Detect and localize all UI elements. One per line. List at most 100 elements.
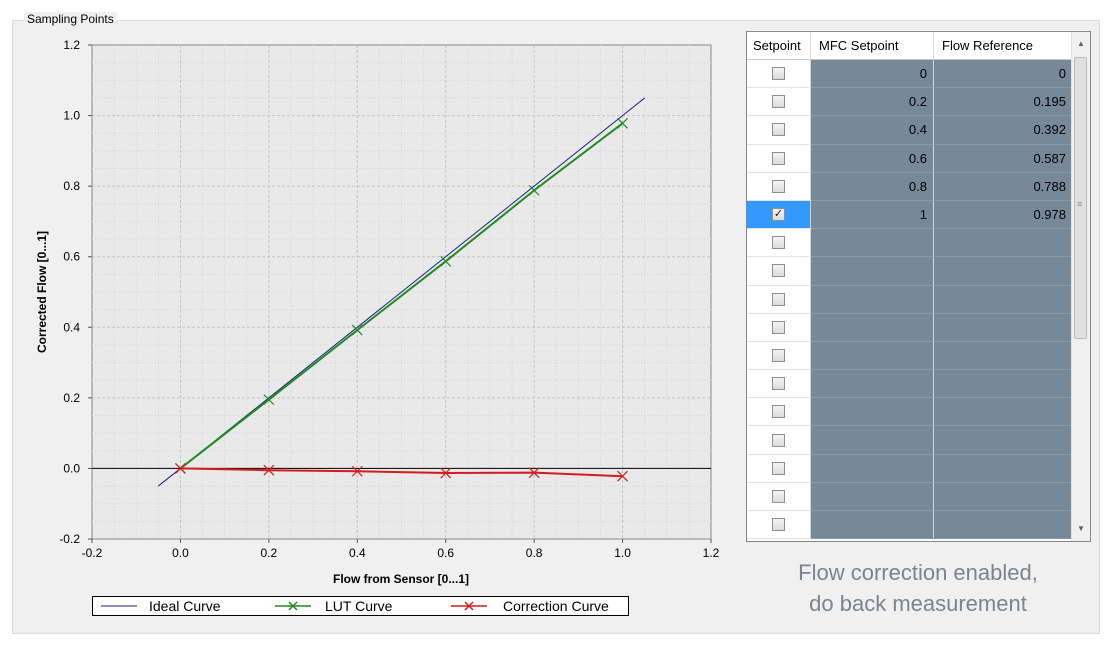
setpoint-cell[interactable] xyxy=(747,426,811,455)
mfc-setpoint-cell[interactable] xyxy=(811,341,934,371)
setpoint-cell[interactable] xyxy=(747,398,811,427)
flow-reference-cell[interactable] xyxy=(934,370,1072,399)
flow-reference-cell[interactable] xyxy=(934,454,1072,483)
checkbox-icon[interactable]: ✓ xyxy=(772,208,785,222)
checkbox-icon[interactable] xyxy=(772,377,785,391)
flow-reference-cell[interactable]: 0.195 xyxy=(934,88,1072,117)
table-row[interactable] xyxy=(747,482,1072,511)
table-row[interactable] xyxy=(747,313,1072,342)
mfc-setpoint-cell[interactable]: 0 xyxy=(811,60,934,89)
table-row[interactable]: 0.6 0.587 xyxy=(747,144,1072,173)
checkbox-icon[interactable] xyxy=(772,461,785,475)
setpoint-cell[interactable] xyxy=(747,88,811,117)
checkbox-icon[interactable] xyxy=(772,489,785,503)
vertical-scrollbar[interactable]: ▲ ≡ ▼ xyxy=(1071,32,1090,541)
checkbox-icon[interactable] xyxy=(772,236,785,250)
table-row[interactable] xyxy=(747,426,1072,455)
table-row[interactable] xyxy=(747,341,1072,371)
table-row[interactable] xyxy=(747,370,1072,399)
scroll-up-icon[interactable]: ▲ xyxy=(1077,39,1085,48)
status-line-1: Flow correction enabled, xyxy=(798,560,1038,585)
checkbox-icon[interactable] xyxy=(772,320,785,334)
setpoint-cell[interactable] xyxy=(747,341,811,371)
checkbox-icon[interactable] xyxy=(772,292,785,306)
checkbox-icon[interactable] xyxy=(772,151,785,165)
flow-reference-cell[interactable] xyxy=(934,313,1072,342)
checkbox-icon[interactable] xyxy=(772,405,785,419)
mfc-setpoint-cell[interactable] xyxy=(811,426,934,455)
flow-reference-cell[interactable] xyxy=(934,285,1072,314)
column-header-flow-reference[interactable]: Flow Reference xyxy=(934,32,1072,59)
setpoint-cell[interactable]: ✓ xyxy=(747,200,811,230)
flow-reference-cell[interactable]: 0.788 xyxy=(934,172,1072,201)
checkbox-icon[interactable] xyxy=(772,179,785,193)
setpoint-cell[interactable] xyxy=(747,60,811,89)
setpoint-cell[interactable] xyxy=(747,116,811,145)
flow-reference-cell[interactable]: 0.392 xyxy=(934,116,1072,145)
data-point xyxy=(617,117,628,129)
data-point xyxy=(175,463,186,474)
setpoint-cell[interactable] xyxy=(747,285,811,314)
scrollbar-thumb[interactable]: ≡ xyxy=(1074,57,1087,339)
checkbox-icon[interactable] xyxy=(772,348,785,362)
table-row[interactable]: 0.8 0.788 xyxy=(747,172,1072,201)
mfc-setpoint-cell[interactable]: 0.6 xyxy=(811,144,934,173)
mfc-setpoint-cell[interactable] xyxy=(811,398,934,427)
mfc-setpoint-cell[interactable] xyxy=(811,313,934,342)
flow-reference-cell[interactable] xyxy=(934,482,1072,511)
setpoint-cell[interactable] xyxy=(747,454,811,483)
flow-reference-cell[interactable] xyxy=(934,229,1072,258)
setpoint-cell[interactable] xyxy=(747,229,811,258)
setpoint-cell[interactable] xyxy=(747,144,811,173)
flow-reference-cell[interactable] xyxy=(934,426,1072,455)
column-header-setpoint[interactable]: Setpoint xyxy=(747,32,811,59)
mfc-setpoint-cell[interactable] xyxy=(811,285,934,314)
mfc-setpoint-cell[interactable] xyxy=(811,257,934,286)
table-row[interactable] xyxy=(747,398,1072,427)
setpoint-cell[interactable] xyxy=(747,172,811,201)
scroll-down-icon[interactable]: ▼ xyxy=(1077,524,1085,533)
setpoint-cell[interactable] xyxy=(747,370,811,399)
mfc-setpoint-cell[interactable] xyxy=(811,229,934,258)
checkbox-icon[interactable] xyxy=(772,518,785,532)
table-row[interactable]: ✓ 1 0.978 xyxy=(747,200,1072,230)
setpoint-cell[interactable] xyxy=(747,257,811,286)
mfc-setpoint-cell[interactable]: 0.8 xyxy=(811,172,934,201)
table-row[interactable]: 0.2 0.195 xyxy=(747,88,1072,117)
y-tick-label: -0.2 xyxy=(59,532,80,546)
checkbox-icon[interactable] xyxy=(772,264,785,278)
column-header-mfc-setpoint[interactable]: MFC Setpoint xyxy=(811,32,934,59)
flow-reference-cell[interactable]: 0.587 xyxy=(934,144,1072,173)
table-row[interactable] xyxy=(747,511,1072,540)
setpoint-cell[interactable] xyxy=(747,313,811,342)
mfc-setpoint-cell[interactable]: 0.2 xyxy=(811,88,934,117)
checkbox-icon[interactable] xyxy=(772,433,785,447)
checkbox-icon[interactable] xyxy=(772,67,785,81)
legend-label: Correction Curve xyxy=(503,598,609,614)
flow-reference-cell[interactable]: 0 xyxy=(934,60,1072,89)
mfc-setpoint-cell[interactable]: 1 xyxy=(811,200,934,230)
status-line-2: do back measurement xyxy=(809,591,1027,616)
table-row[interactable] xyxy=(747,229,1072,258)
mfc-setpoint-cell[interactable]: 0.4 xyxy=(811,116,934,145)
legend-label: LUT Curve xyxy=(325,598,393,614)
table-row[interactable] xyxy=(747,285,1072,314)
flow-reference-cell[interactable] xyxy=(934,511,1072,540)
mfc-setpoint-cell[interactable] xyxy=(811,482,934,511)
flow-reference-cell[interactable] xyxy=(934,341,1072,371)
table-row[interactable]: 0.4 0.392 xyxy=(747,116,1072,145)
checkbox-icon[interactable] xyxy=(772,123,785,137)
setpoint-cell[interactable] xyxy=(747,482,811,511)
setpoint-cell[interactable] xyxy=(747,511,811,540)
mfc-setpoint-cell[interactable] xyxy=(811,370,934,399)
flow-reference-cell[interactable] xyxy=(934,257,1072,286)
flow-reference-cell[interactable] xyxy=(934,398,1072,427)
table-row[interactable] xyxy=(747,257,1072,286)
checkbox-icon[interactable] xyxy=(772,95,785,109)
mfc-setpoint-cell[interactable] xyxy=(811,511,934,540)
mfc-setpoint-cell[interactable] xyxy=(811,454,934,483)
table-row[interactable] xyxy=(747,454,1072,483)
flow-reference-cell[interactable]: 0.978 xyxy=(934,200,1072,230)
